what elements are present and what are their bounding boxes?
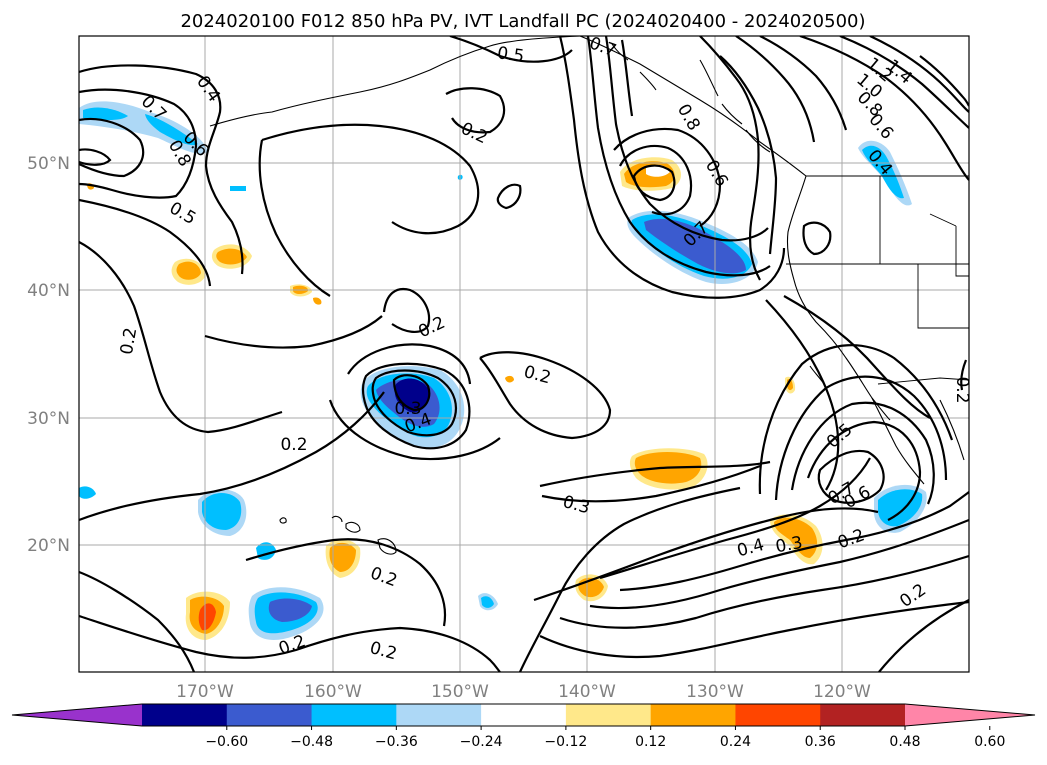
contour-label: 0.2 xyxy=(280,435,307,455)
colorbar-segment xyxy=(311,704,397,726)
contour-label: 0.3 xyxy=(774,533,804,557)
colorbar-tick-label: −0.24 xyxy=(460,734,503,750)
colorbar-segment xyxy=(820,704,906,726)
lat-tick-label: 50°N xyxy=(27,154,70,174)
contour-label: 0.2 xyxy=(952,376,972,403)
borders xyxy=(786,175,969,385)
colorbar-outline xyxy=(11,703,1036,727)
colorbar-extend-high xyxy=(905,704,1035,726)
colorbar-tick-label: 0.60 xyxy=(974,734,1005,750)
contours xyxy=(79,36,969,672)
lon-tick-label: 130°W xyxy=(686,682,744,702)
map-title: 2024020100 F012 850 hPa PV, IVT Landfall… xyxy=(180,11,865,32)
colorbar-tick-label: −0.48 xyxy=(290,734,333,750)
lon-tick-label: 140°W xyxy=(558,682,616,702)
contour-label: 0.5 xyxy=(496,43,526,67)
colorbar-tick-label: 0.24 xyxy=(720,734,751,750)
lat-tick-label: 20°N xyxy=(27,536,70,556)
lat-tick-label: 40°N xyxy=(27,281,70,301)
colorbar-tick-label: −0.36 xyxy=(375,734,418,750)
lon-tick-label: 150°W xyxy=(431,682,489,702)
colorbar-tick-label: 0.12 xyxy=(635,734,666,750)
lon-tick-label: 170°W xyxy=(176,682,234,702)
colorbar-tick-label: −0.12 xyxy=(544,734,587,750)
colorbar-ticks: −0.60 −0.48 −0.36 −0.24 −0.12 0.12 0.24 0.36 0.4… xyxy=(205,726,1005,750)
colorbar-segment xyxy=(650,704,736,726)
lat-tick-label: 30°N xyxy=(27,409,70,429)
colorbar-segment xyxy=(396,704,482,726)
colorbar-segment xyxy=(142,704,228,726)
contour-label: 0.2 xyxy=(117,326,141,356)
map-area: 0.5 0.7 1.4 1.2 1.0 0.8 0.6 0.4 0.2 0.8 … xyxy=(79,36,972,672)
colorbar-segment xyxy=(226,704,313,726)
colorbar-segment xyxy=(481,704,567,726)
colorbar: −0.60 −0.48 −0.36 −0.24 −0.12 0.12 0.24 0.36 0.4… xyxy=(11,703,1036,750)
colorbar-tick-label: −0.60 xyxy=(205,734,248,750)
lon-tick-label: 120°W xyxy=(813,682,871,702)
colorbar-segment xyxy=(735,704,821,726)
colorbar-segment xyxy=(565,704,652,726)
lon-tick-labels: 170°W 160°W 150°W 140°W 130°W 120°W xyxy=(176,682,871,702)
colorbar-tick-label: 0.48 xyxy=(889,734,920,750)
shading-layer xyxy=(79,101,927,640)
map-frame xyxy=(78,35,970,673)
contour-label: 0.3 xyxy=(394,399,421,419)
colorbar-tick-label: 0.36 xyxy=(805,734,836,750)
lat-tick-labels: 50°N 40°N 30°N 20°N xyxy=(27,154,70,556)
colorbar-segments xyxy=(11,703,1036,727)
lon-tick-label: 160°W xyxy=(304,682,362,702)
colorbar-extend-low xyxy=(12,704,142,726)
